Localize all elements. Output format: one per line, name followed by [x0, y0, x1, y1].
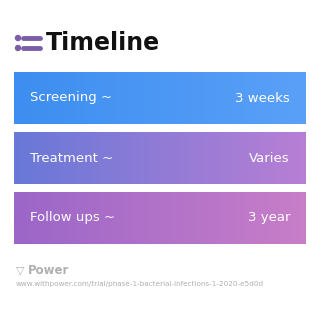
Text: Follow ups ~: Follow ups ~: [30, 212, 115, 225]
Circle shape: [15, 45, 20, 50]
Text: ▽: ▽: [16, 265, 25, 275]
Circle shape: [15, 36, 20, 41]
FancyBboxPatch shape: [11, 129, 309, 187]
Text: www.withpower.com/trial/phase-1-bacterial-infections-1-2020-e5d0d: www.withpower.com/trial/phase-1-bacteria…: [16, 281, 264, 287]
Text: 3 weeks: 3 weeks: [235, 92, 290, 105]
Text: Treatment ~: Treatment ~: [30, 151, 113, 164]
FancyBboxPatch shape: [11, 68, 309, 128]
Text: Power: Power: [28, 264, 69, 277]
Text: 3 year: 3 year: [247, 212, 290, 225]
FancyBboxPatch shape: [11, 188, 309, 248]
Text: Varies: Varies: [249, 151, 290, 164]
Text: Screening ~: Screening ~: [30, 92, 112, 105]
Text: Timeline: Timeline: [46, 31, 160, 55]
